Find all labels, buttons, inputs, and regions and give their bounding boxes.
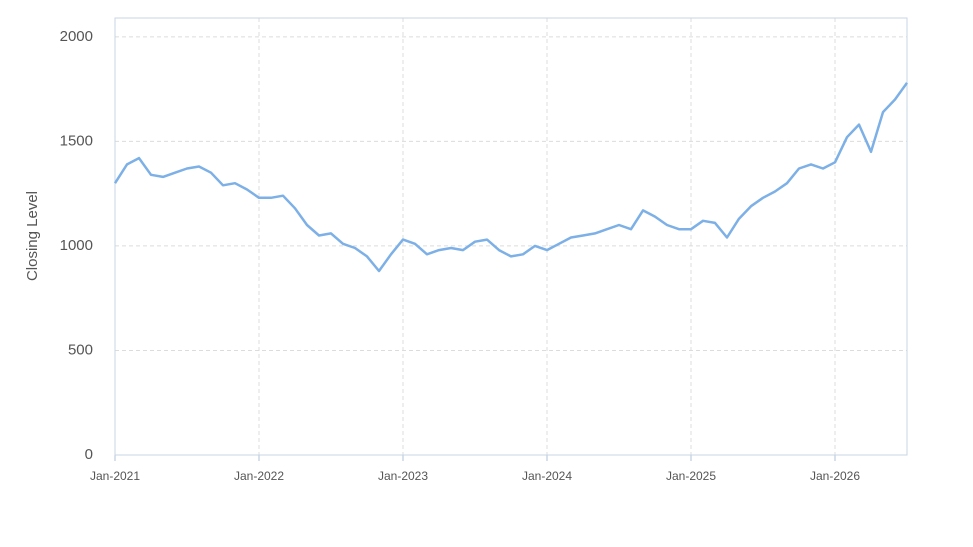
y-tick-label: 1000 <box>60 237 93 254</box>
y-tick-label: 0 <box>85 446 93 463</box>
x-tick-label: Jan-2021 <box>90 469 140 483</box>
x-tick-label: Jan-2024 <box>522 469 572 483</box>
x-tick-label: Jan-2023 <box>378 469 428 483</box>
y-tick-label: 1500 <box>60 132 93 149</box>
x-tick-label: Jan-2025 <box>666 469 716 483</box>
y-axis-label: Closing Level <box>24 191 41 281</box>
y-tick-label: 2000 <box>60 28 93 45</box>
x-tick-label: Jan-2026 <box>810 469 860 483</box>
x-tick-label: Jan-2022 <box>234 469 284 483</box>
line-series <box>113 82 909 273</box>
plot-frame <box>114 17 908 456</box>
y-tick-label: 500 <box>68 341 93 358</box>
